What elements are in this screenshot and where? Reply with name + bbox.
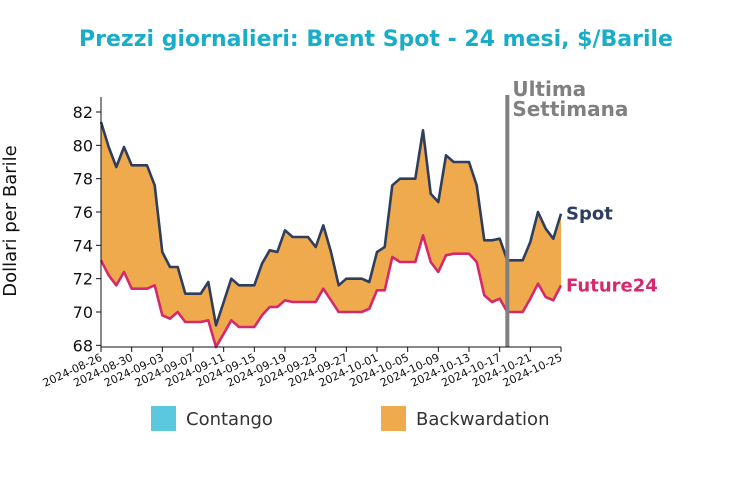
legend-label-contango: Contango [186, 409, 273, 430]
series-line-spot [99, 121, 563, 327]
series-line-future24 [99, 234, 563, 349]
area-layer [101, 122, 561, 347]
series-label-future24: Future24 [566, 275, 658, 296]
y-tick-label: 76 [73, 203, 93, 222]
y-axis-label: Dollari per Barile [0, 145, 21, 297]
y-tick-label: 74 [73, 236, 93, 255]
legend-swatch-backwardation [381, 406, 406, 431]
legend-swatch-contango [151, 406, 176, 431]
series-label-spot: Spot [566, 204, 613, 225]
chart-title: Prezzi giornalieri: Brent Spot - 24 mesi… [79, 27, 673, 52]
annotation-text-line: Ultima [512, 77, 586, 101]
y-tick-label: 70 [73, 303, 93, 322]
y-tick-label: 78 [73, 170, 93, 189]
y-tick-label: 80 [73, 136, 93, 155]
series-label-layer: Spot Future24 [566, 204, 658, 297]
y-tick-label: 68 [73, 336, 93, 355]
legend-label-backwardation: Backwardation [416, 409, 549, 430]
backwardation-area [101, 122, 561, 347]
y-tick-label: 72 [73, 270, 93, 289]
legend: Contango Backwardation [151, 406, 549, 431]
annotation-text-line: Settimana [512, 97, 628, 121]
y-tick-label: 82 [73, 103, 93, 122]
line-layer [99, 121, 563, 349]
